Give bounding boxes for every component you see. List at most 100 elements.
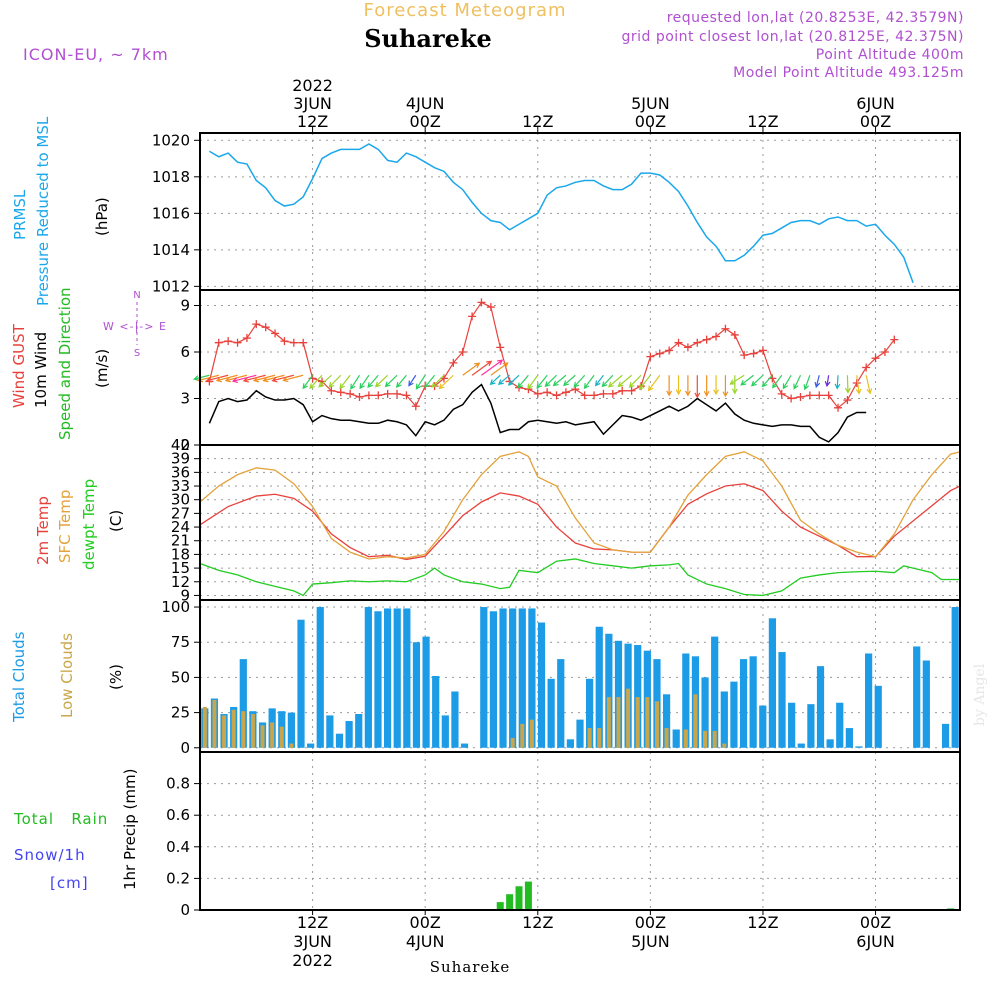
- rain-bar: [506, 894, 514, 910]
- total-cloud-bar: [364, 607, 372, 748]
- gust-marker: [627, 386, 636, 395]
- wind-direction-arrow: [544, 374, 557, 388]
- gust-marker: [468, 312, 477, 321]
- snow-unit: [cm]: [50, 874, 89, 892]
- y-tick-label: 0.6: [166, 806, 190, 824]
- total-cloud-bar: [383, 608, 392, 748]
- wind-direction-arrow: [803, 375, 811, 391]
- total-cloud-bar: [297, 619, 305, 748]
- bottom-time-label: 12Z: [747, 913, 778, 932]
- gust-marker: [486, 303, 495, 312]
- compass-s: S: [134, 348, 140, 359]
- wind-direction-arrow: [722, 375, 729, 398]
- requested-coords: requested lon,lat (20.8253E, 42.3579N): [667, 10, 964, 26]
- wind-direction-arrow: [647, 374, 661, 392]
- total-cloud-bar: [345, 721, 353, 748]
- gust-marker: [393, 389, 402, 398]
- top-time-label: 6JUN: [856, 94, 895, 113]
- y-tick-label: 1016: [152, 204, 190, 222]
- gust-marker: [346, 389, 355, 398]
- wind-direction-arrow: [824, 375, 831, 388]
- temp-unit: (C): [107, 510, 125, 532]
- bottom-time-label: 00Z: [635, 913, 666, 932]
- gust-marker: [721, 324, 730, 333]
- low-cloud-bar: [222, 715, 227, 748]
- total-cloud-bar: [412, 642, 421, 748]
- total-cloud-bar: [855, 746, 863, 748]
- gust-marker: [693, 338, 702, 347]
- y-tick-label: 1018: [152, 168, 190, 186]
- y-tick-label: 1020: [152, 131, 190, 149]
- wind-direction-arrow: [242, 374, 266, 383]
- wind-direction-arrow: [262, 374, 285, 383]
- watermark: by Angel: [972, 663, 988, 726]
- gust-marker: [655, 349, 664, 358]
- top-time-label: 2022: [292, 76, 333, 95]
- y-tick-label: 50: [171, 668, 190, 686]
- panel-precip: 0 0.2 0.4 0.6 0.8: [166, 752, 960, 919]
- y-tick-label: 0: [180, 901, 190, 919]
- y-tick-label: 15: [171, 559, 190, 577]
- y-tick-label: 6: [180, 343, 190, 361]
- top-time-label: 00Z: [635, 112, 666, 131]
- wind-direction-arrow: [438, 374, 454, 390]
- pressure-unit: (hPa): [93, 197, 111, 236]
- low-cloud-bar: [587, 728, 592, 748]
- grid-point-coords: grid point closest lon,lat (20.8125E, 42…: [621, 29, 964, 45]
- total-cloud-bar: [422, 636, 430, 748]
- gust-marker: [758, 346, 767, 355]
- gust-marker: [224, 337, 233, 346]
- gust-marker: [261, 323, 270, 332]
- top-time-label: 12Z: [297, 112, 328, 131]
- total-cloud-bar: [614, 640, 623, 748]
- wind-direction-arrow: [517, 374, 529, 389]
- wind-direction-arrow: [282, 374, 304, 383]
- bottom-time-label: 2022: [292, 951, 333, 970]
- y-tick-label: 21: [171, 532, 190, 550]
- wind-direction-arrow: [834, 375, 841, 390]
- wind-direction-arrow: [761, 374, 773, 388]
- total-clouds-label: Total Clouds: [10, 631, 28, 723]
- gust-marker: [880, 348, 889, 356]
- wind-direction-arrow: [367, 374, 379, 389]
- gust-marker: [289, 338, 298, 347]
- gust-marker: [271, 329, 280, 338]
- wind-direction-arrow: [374, 374, 389, 388]
- wind-direction-arrow: [395, 374, 407, 388]
- bottom-time-label: 00Z: [410, 913, 441, 932]
- total-cloud-bar: [759, 705, 767, 748]
- wind-direction-arrow: [215, 374, 238, 383]
- gust-marker: [383, 389, 392, 398]
- t2m-label: 2m Temp: [34, 496, 52, 565]
- gust-marker: [355, 392, 364, 401]
- wind-direction-arrow: [772, 374, 783, 389]
- gust-marker: [533, 389, 542, 398]
- total-cloud-bar: [518, 608, 526, 748]
- point-altitude: Point Altitude 400m: [816, 47, 964, 63]
- gust-marker: [374, 391, 383, 400]
- bottom-time-label: 12Z: [522, 913, 553, 932]
- clouds-unit: (%): [107, 664, 125, 690]
- bottom-time-label: 3JUN: [293, 932, 332, 951]
- y-tick-label: 0.4: [166, 838, 190, 856]
- y-tick-label: 39: [171, 450, 190, 468]
- gust-marker: [787, 394, 796, 403]
- low-cloud-bar: [683, 729, 688, 748]
- total-cloud-bar: [662, 694, 671, 748]
- y-tick-label: 3: [180, 390, 190, 408]
- wind-direction-arrow: [562, 374, 576, 387]
- precip-axis-label: 1hr Precip (mm): [121, 769, 139, 890]
- y-tick-label: 12: [171, 573, 190, 591]
- total-cloud-bar: [951, 607, 959, 748]
- wind-direction-arrow: [431, 374, 445, 388]
- pressure-name1: PRMSL: [11, 189, 29, 240]
- wind-direction-arrow: [865, 375, 873, 395]
- total-cloud-bar: [778, 652, 786, 748]
- top-time-label: 3JUN: [293, 94, 332, 113]
- total-cloud-bar: [537, 622, 546, 748]
- total-cloud-bar: [566, 739, 574, 748]
- total-cloud-bar: [499, 608, 507, 748]
- wind-direction-arrow: [490, 362, 509, 376]
- wind-direction-arrow: [359, 374, 370, 390]
